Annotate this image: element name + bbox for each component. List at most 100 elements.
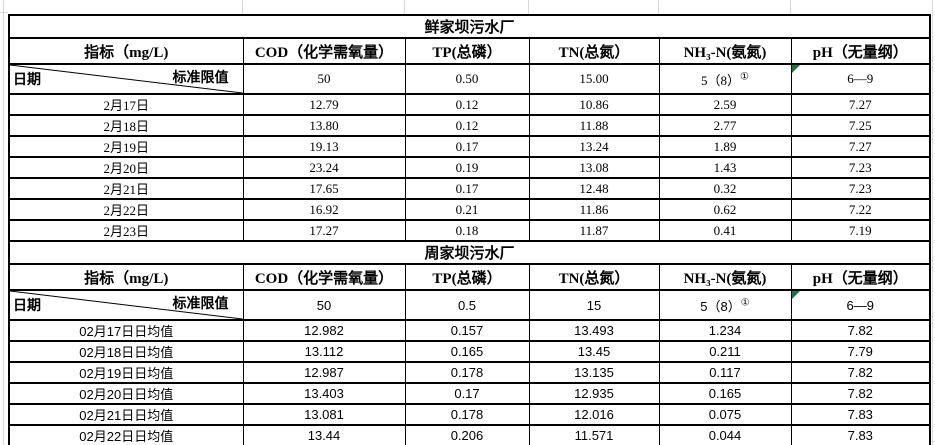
- date-cell[interactable]: 02月22日日均值: [8, 424, 244, 445]
- value-cell[interactable]: 0.62: [658, 198, 792, 221]
- value-cell[interactable]: 0.075: [658, 403, 792, 426]
- value-cell[interactable]: 13.44: [242, 424, 406, 445]
- value-cell[interactable]: 0.32: [658, 177, 792, 200]
- plant-title[interactable]: 周家坝污水厂: [8, 240, 931, 265]
- value-cell[interactable]: 11.86: [528, 198, 660, 221]
- date-cell[interactable]: 2月18日: [8, 114, 244, 137]
- indicator-header-cell[interactable]: 指标（mg/L): [8, 37, 244, 65]
- value-cell[interactable]: 0.17: [404, 382, 530, 405]
- limit-cell[interactable]: 0.5: [404, 289, 530, 321]
- value-cell[interactable]: 1.43: [658, 156, 792, 179]
- value-cell[interactable]: 0.117: [658, 361, 792, 384]
- value-cell[interactable]: 1.89: [658, 135, 792, 158]
- value-cell[interactable]: 13.24: [528, 135, 660, 158]
- plant-title[interactable]: 鲜家坝污水厂: [8, 14, 931, 39]
- value-cell[interactable]: 12.935: [528, 382, 660, 405]
- column-header-cell[interactable]: NH₃-N(氨氮): [658, 37, 792, 65]
- value-cell[interactable]: 7.27: [790, 135, 931, 158]
- value-cell[interactable]: 13.081: [242, 403, 406, 426]
- value-cell[interactable]: 13.08: [528, 156, 660, 179]
- date-cell[interactable]: 02月21日日均值: [8, 403, 244, 426]
- value-cell[interactable]: 0.165: [404, 340, 530, 363]
- value-cell[interactable]: 0.12: [404, 93, 530, 116]
- value-cell[interactable]: 0.18: [404, 219, 530, 242]
- date-cell[interactable]: 2月21日: [8, 177, 244, 200]
- value-cell[interactable]: 0.17: [404, 135, 530, 158]
- date-cell[interactable]: 2月23日: [8, 219, 244, 242]
- limit-cell[interactable]: 0.50: [404, 63, 530, 95]
- value-cell[interactable]: 7.83: [790, 424, 931, 445]
- date-cell[interactable]: 02月19日日均值: [8, 361, 244, 384]
- column-header-cell[interactable]: pH（无量纲）: [790, 263, 931, 291]
- value-cell[interactable]: 2.59: [658, 93, 792, 116]
- value-cell[interactable]: 7.23: [790, 177, 931, 200]
- value-cell[interactable]: 13.135: [528, 361, 660, 384]
- value-cell[interactable]: 17.65: [242, 177, 406, 200]
- limit-cell[interactable]: 15: [528, 289, 660, 321]
- value-cell[interactable]: 7.82: [790, 382, 931, 405]
- limit-cell[interactable]: 5（8）①: [658, 63, 792, 95]
- value-cell[interactable]: 17.27: [242, 219, 406, 242]
- value-cell[interactable]: 7.82: [790, 319, 931, 342]
- value-cell[interactable]: 7.27: [790, 93, 931, 116]
- value-cell[interactable]: 12.79: [242, 93, 406, 116]
- value-cell[interactable]: 7.22: [790, 198, 931, 221]
- column-header-cell[interactable]: TN(总氮）: [528, 37, 660, 65]
- date-cell[interactable]: 02月17日日均值: [8, 319, 244, 342]
- value-cell[interactable]: 13.403: [242, 382, 406, 405]
- value-cell[interactable]: 0.41: [658, 219, 792, 242]
- date-limit-corner-cell[interactable]: 日期 标准限值: [8, 289, 244, 321]
- value-cell[interactable]: 12.48: [528, 177, 660, 200]
- value-cell[interactable]: 13.112: [242, 340, 406, 363]
- limit-cell[interactable]: 6—9: [790, 289, 931, 321]
- value-cell[interactable]: 2.77: [658, 114, 792, 137]
- column-header-cell[interactable]: TP(总磷）: [404, 263, 530, 291]
- value-cell[interactable]: 16.92: [242, 198, 406, 221]
- value-cell[interactable]: 0.206: [404, 424, 530, 445]
- column-header-cell[interactable]: pH（无量纲）: [790, 37, 931, 65]
- date-cell[interactable]: 2月19日: [8, 135, 244, 158]
- value-cell[interactable]: 0.211: [658, 340, 792, 363]
- value-cell[interactable]: 0.157: [404, 319, 530, 342]
- value-cell[interactable]: 13.80: [242, 114, 406, 137]
- value-cell[interactable]: 7.19: [790, 219, 931, 242]
- value-cell[interactable]: 11.571: [528, 424, 660, 445]
- limit-cell[interactable]: 5（8）①: [658, 289, 792, 321]
- value-cell[interactable]: 0.21: [404, 198, 530, 221]
- value-cell[interactable]: 13.493: [528, 319, 660, 342]
- value-cell[interactable]: 0.19: [404, 156, 530, 179]
- column-header-cell[interactable]: TP(总磷）: [404, 37, 530, 65]
- limit-cell[interactable]: 50: [242, 289, 406, 321]
- value-cell[interactable]: 0.044: [658, 424, 792, 445]
- date-cell[interactable]: 2月20日: [8, 156, 244, 179]
- date-cell[interactable]: 2月22日: [8, 198, 244, 221]
- limit-cell[interactable]: 50: [242, 63, 406, 95]
- date-limit-corner-cell[interactable]: 日期 标准限值: [8, 63, 244, 95]
- column-header-cell[interactable]: TN(总氮）: [528, 263, 660, 291]
- value-cell[interactable]: 13.45: [528, 340, 660, 363]
- value-cell[interactable]: 0.17: [404, 177, 530, 200]
- value-cell[interactable]: 1.234: [658, 319, 792, 342]
- value-cell[interactable]: 11.87: [528, 219, 660, 242]
- date-cell[interactable]: 02月20日日均值: [8, 382, 244, 405]
- value-cell[interactable]: 0.178: [404, 361, 530, 384]
- value-cell[interactable]: 7.83: [790, 403, 931, 426]
- column-header-cell[interactable]: COD（化学需氧量）: [242, 263, 406, 291]
- value-cell[interactable]: 7.79: [790, 340, 931, 363]
- value-cell[interactable]: 0.12: [404, 114, 530, 137]
- value-cell[interactable]: 10.86: [528, 93, 660, 116]
- value-cell[interactable]: 7.25: [790, 114, 931, 137]
- value-cell[interactable]: 7.82: [790, 361, 931, 384]
- limit-cell[interactable]: 6—9: [790, 63, 931, 95]
- value-cell[interactable]: 11.88: [528, 114, 660, 137]
- value-cell[interactable]: 12.987: [242, 361, 406, 384]
- value-cell[interactable]: 12.982: [242, 319, 406, 342]
- date-cell[interactable]: 02月18日日均值: [8, 340, 244, 363]
- date-cell[interactable]: 2月17日: [8, 93, 244, 116]
- value-cell[interactable]: 23.24: [242, 156, 406, 179]
- column-header-cell[interactable]: COD（化学需氧量）: [242, 37, 406, 65]
- limit-cell[interactable]: 15.00: [528, 63, 660, 95]
- indicator-header-cell[interactable]: 指标（mg/L): [8, 263, 244, 291]
- value-cell[interactable]: 0.165: [658, 382, 792, 405]
- column-header-cell[interactable]: NH₃-N(氨氮): [658, 263, 792, 291]
